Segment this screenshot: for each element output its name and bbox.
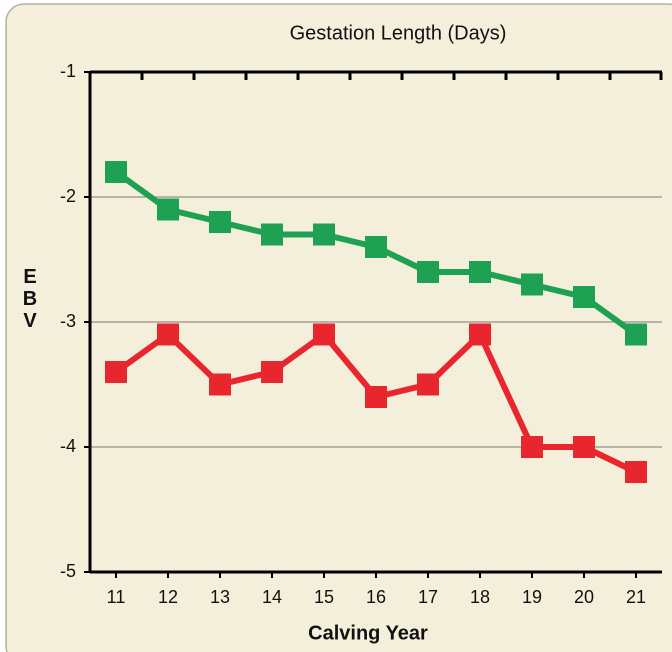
point bbox=[261, 361, 283, 383]
x-tick-label: 13 bbox=[210, 587, 230, 607]
x-tick-label: 15 bbox=[314, 587, 334, 607]
point bbox=[209, 373, 231, 396]
point bbox=[469, 261, 491, 283]
x-tick-label: 12 bbox=[158, 587, 178, 607]
x-axis-label: Calving Year bbox=[308, 622, 428, 644]
point bbox=[625, 461, 647, 483]
point bbox=[157, 198, 179, 221]
point bbox=[261, 223, 283, 246]
x-tick-label: 19 bbox=[522, 587, 542, 607]
point bbox=[365, 236, 387, 258]
point bbox=[417, 261, 439, 283]
x-tick-label: 20 bbox=[574, 587, 594, 607]
y-tick-label: -4 bbox=[60, 436, 76, 456]
y-tick-label: -1 bbox=[60, 61, 76, 81]
y-tick-label: -5 bbox=[60, 561, 76, 581]
point bbox=[157, 323, 179, 346]
point bbox=[469, 323, 491, 346]
point bbox=[105, 161, 127, 183]
y-tick-label: -2 bbox=[60, 186, 76, 206]
point bbox=[573, 286, 595, 308]
x-tick-label: 16 bbox=[366, 587, 386, 607]
point bbox=[417, 373, 439, 396]
x-tick-label: 17 bbox=[418, 587, 438, 607]
y-tick-label: -3 bbox=[60, 311, 76, 331]
point bbox=[313, 223, 335, 246]
x-tick-label: 14 bbox=[262, 587, 282, 607]
point bbox=[573, 436, 595, 458]
point bbox=[105, 361, 127, 383]
point bbox=[365, 386, 387, 408]
point bbox=[209, 211, 231, 233]
chart-title: Gestation Length (Days) bbox=[290, 22, 507, 44]
x-tick-label: 21 bbox=[626, 587, 646, 607]
point bbox=[521, 273, 543, 296]
point bbox=[521, 436, 543, 458]
point bbox=[625, 323, 647, 346]
point bbox=[313, 323, 335, 346]
x-tick-label: 18 bbox=[470, 587, 490, 607]
x-tick-label: 11 bbox=[107, 587, 126, 607]
panel bbox=[5, 3, 672, 652]
